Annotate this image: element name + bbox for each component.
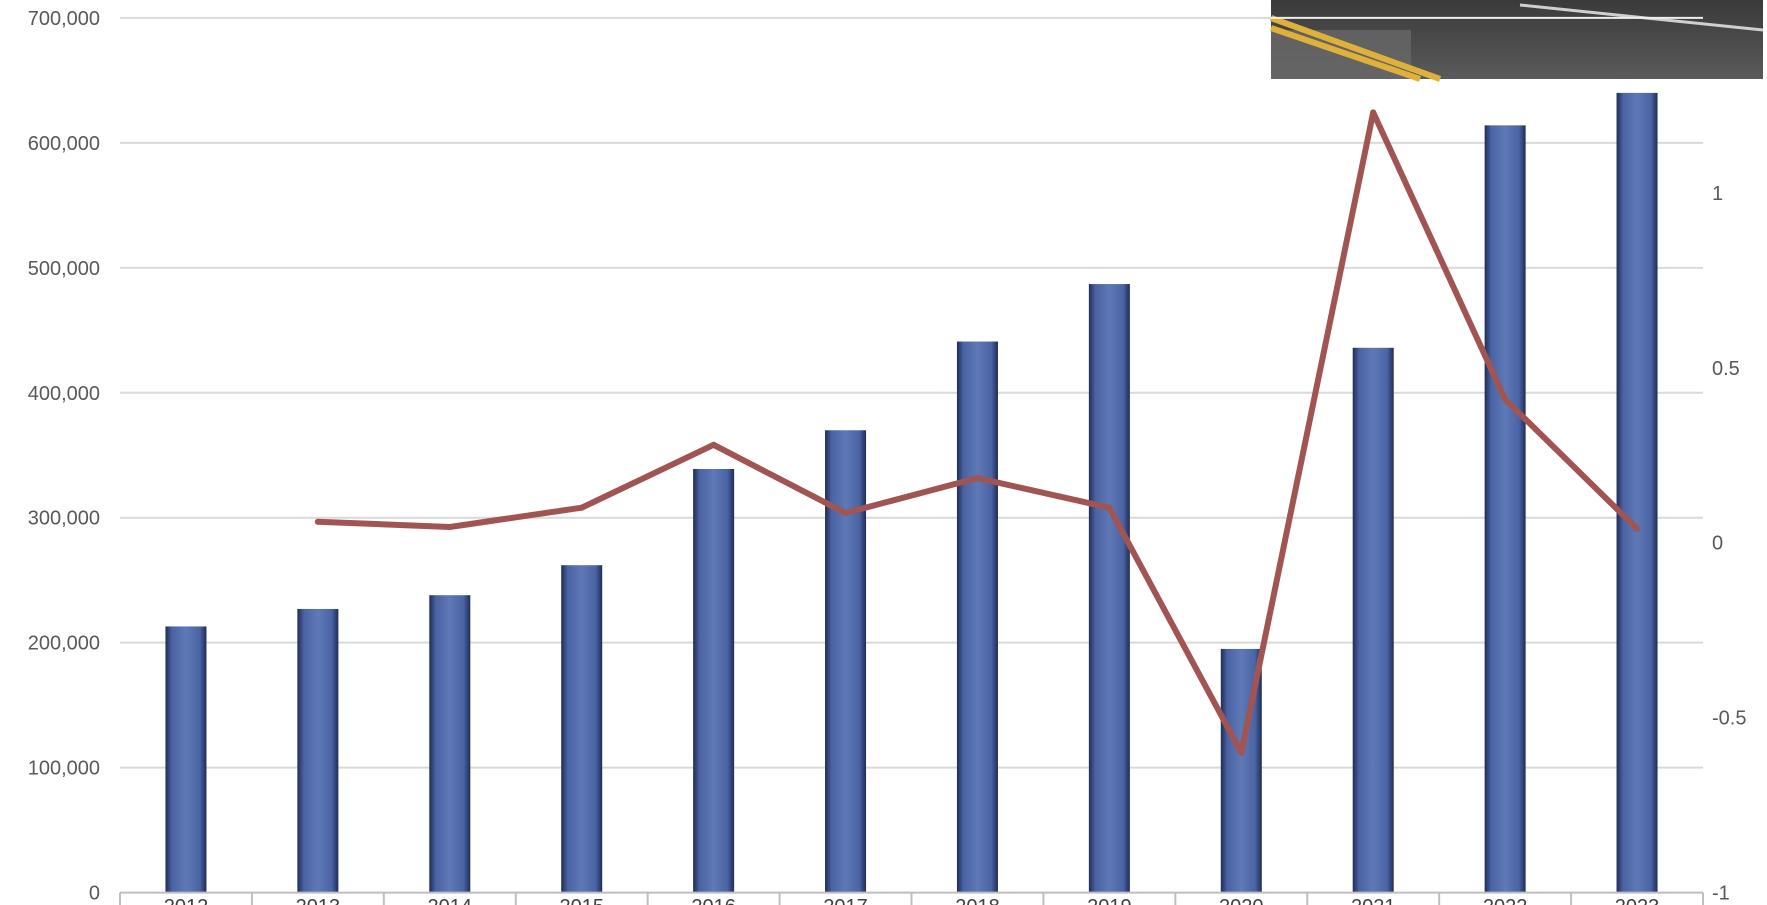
x-tick-label: 2018: [955, 896, 1000, 905]
line-point: [710, 441, 717, 448]
y-right-tick-label: -1: [1712, 883, 1730, 905]
y-left-tick-label: 200,000: [28, 633, 100, 655]
x-tick-label: 2022: [1483, 896, 1528, 905]
bar: [165, 626, 207, 893]
y-left-tick-label: 0: [89, 883, 100, 905]
x-tick-label: 2013: [296, 896, 341, 905]
x-tick-label: 2016: [691, 896, 736, 905]
bar: [429, 595, 471, 893]
line-point: [1238, 749, 1245, 756]
line-point: [578, 504, 585, 511]
y-left-tick-label: 600,000: [28, 133, 100, 155]
y-left-tick-label: 400,000: [28, 383, 100, 405]
line-point: [974, 474, 981, 481]
line-point: [446, 523, 453, 530]
x-tick-label: 2021: [1351, 896, 1396, 905]
line-point: [314, 518, 321, 525]
bar: [825, 430, 867, 893]
gridlines: [120, 16, 1703, 769]
y-left-tick-label: 100,000: [28, 758, 100, 780]
x-tick-label: 2020: [1219, 896, 1264, 905]
bar: [1352, 347, 1394, 893]
bar: [1616, 92, 1658, 893]
y-left-tick-label: 700,000: [28, 8, 100, 30]
y-left-tick-label: 300,000: [28, 508, 100, 530]
x-tick-label: 2017: [823, 896, 868, 905]
x-axis: 2012 2013 2014 2015 2016 2017 2018 2019 2020 2021…: [119, 891, 1704, 905]
bar: [1088, 284, 1130, 893]
x-tick-label: 2015: [559, 896, 604, 905]
right-axis: -1 -0.5 0 0.5 1: [1712, 183, 1746, 905]
bar: [693, 468, 735, 893]
y-right-tick-label: 0.5: [1712, 358, 1740, 380]
y-right-tick-label: -0.5: [1712, 708, 1746, 730]
y-right-tick-label: 1: [1712, 183, 1723, 205]
bar: [1484, 125, 1526, 893]
bar-series: [165, 92, 1658, 893]
line-point: [1634, 525, 1641, 532]
bar: [956, 341, 998, 893]
y-left-tick-label: 500,000: [28, 258, 100, 280]
left-axis: 0 100,000 200,000 300,000 400,000 500,000 600,…: [28, 8, 100, 905]
line-series: [314, 109, 1641, 756]
x-tick-label: 2019: [1087, 896, 1132, 905]
line-point: [1370, 109, 1377, 116]
bar: [297, 608, 339, 893]
line-point: [842, 509, 849, 516]
line-point: [1502, 396, 1509, 403]
x-tick-label: 2012: [164, 896, 209, 905]
y-right-tick-label: 0: [1712, 533, 1723, 555]
bar: [561, 565, 603, 893]
x-tick-label: 2023: [1615, 896, 1660, 905]
line-point: [1106, 504, 1113, 511]
x-tick-label: 2014: [428, 896, 473, 905]
road-photo-icon: [1269, 0, 1764, 82]
